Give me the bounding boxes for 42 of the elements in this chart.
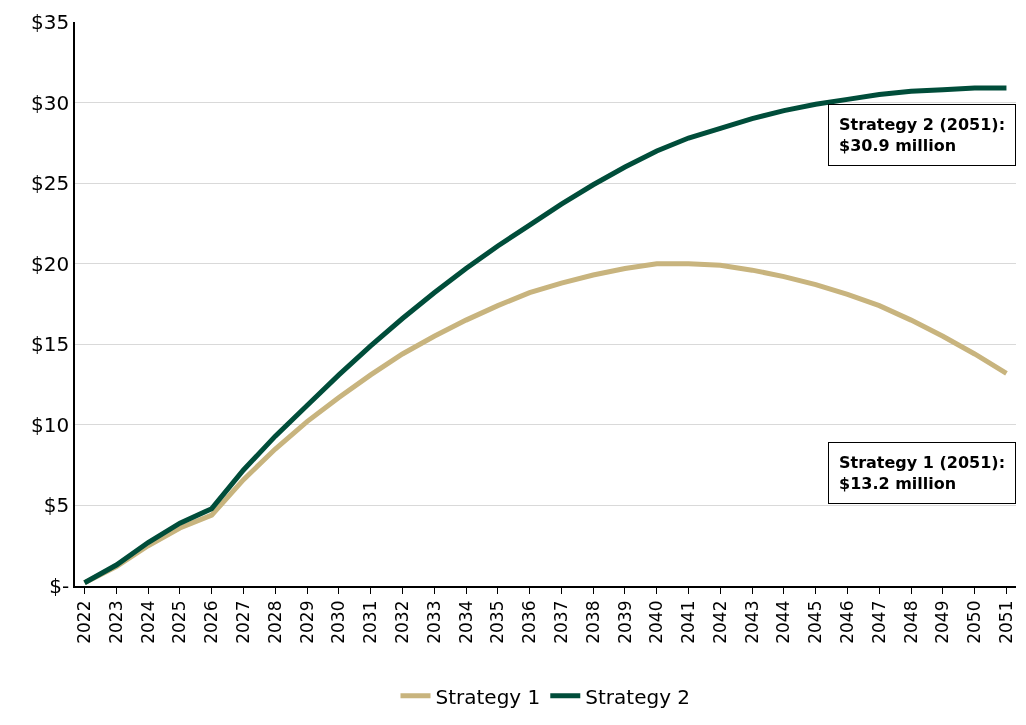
x-tick-label: 2024 <box>137 600 158 644</box>
x-tick-label: 2044 <box>773 600 794 644</box>
x-tick-label: 2035 <box>487 600 508 644</box>
x-tick-label: 2033 <box>423 600 444 644</box>
x-tick-label: 2042 <box>709 600 730 644</box>
x-tick-label: 2027 <box>233 600 254 644</box>
y-tick-label: $30 <box>31 90 70 115</box>
x-tick-label: 2040 <box>646 600 667 644</box>
x-tick-label: 2039 <box>614 600 635 644</box>
x-tick-label: 2049 <box>932 600 953 644</box>
y-tick-label: $5 <box>43 493 70 518</box>
x-tick-label: 2022 <box>74 600 95 644</box>
x-tick-label: 2038 <box>582 600 603 644</box>
y-tick-label: $- <box>49 574 70 598</box>
legend-label: Strategy 1 <box>435 684 541 709</box>
annotation: Strategy 2 (2051): $30.9 million <box>839 115 1006 155</box>
y-tick-label: $15 <box>31 332 70 357</box>
y-tick-label: $25 <box>31 171 70 196</box>
x-tick-label: 2046 <box>837 600 858 644</box>
legend-label: Strategy 2 <box>585 684 691 709</box>
x-tick-label: 2032 <box>391 600 412 644</box>
y-tick-label: $20 <box>31 251 70 276</box>
x-tick-label: 2034 <box>455 600 476 644</box>
x-tick-label: 2023 <box>105 600 126 644</box>
x-tick-label: 2031 <box>360 600 381 644</box>
x-tick-label: 2026 <box>201 600 222 644</box>
x-tick-label: 2050 <box>964 600 985 644</box>
x-tick-label: 2029 <box>296 600 317 644</box>
x-tick-label: 2041 <box>678 600 699 644</box>
x-tick-label: 2037 <box>550 600 571 644</box>
y-tick-label: $35 <box>31 10 70 34</box>
x-tick-label: 2051 <box>995 600 1016 644</box>
x-tick-label: 2043 <box>741 600 762 644</box>
x-tick-label: 2028 <box>264 600 285 644</box>
x-tick-label: 2047 <box>868 600 889 644</box>
annotation: Strategy 1 (2051): $13.2 million <box>839 453 1006 493</box>
x-tick-label: 2025 <box>169 600 190 644</box>
x-tick-label: 2030 <box>328 600 349 644</box>
x-tick-label: 2045 <box>805 600 826 644</box>
x-tick-label: 2036 <box>519 600 540 644</box>
y-tick-label: $10 <box>31 412 70 437</box>
x-tick-label: 2048 <box>900 600 921 644</box>
